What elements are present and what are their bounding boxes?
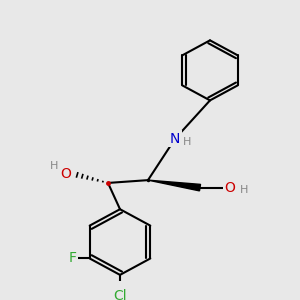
Text: H: H — [183, 137, 191, 147]
Text: N: N — [170, 132, 180, 146]
Polygon shape — [148, 180, 200, 191]
Text: F: F — [69, 251, 77, 266]
Text: O: O — [61, 167, 71, 181]
Text: O: O — [225, 181, 236, 195]
Text: H: H — [240, 185, 248, 195]
Text: Cl: Cl — [113, 289, 127, 300]
Text: H: H — [50, 161, 58, 171]
